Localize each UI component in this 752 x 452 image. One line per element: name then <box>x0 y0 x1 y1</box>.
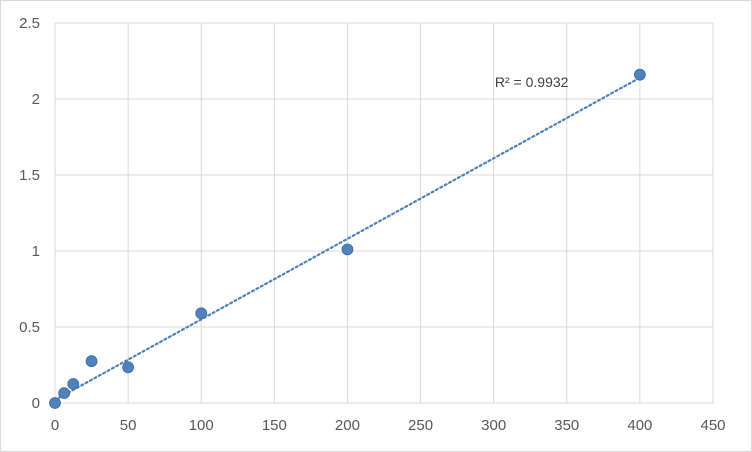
trendline <box>53 76 641 402</box>
x-tick-label: 350 <box>554 417 579 434</box>
x-tick-label: 250 <box>408 417 433 434</box>
x-axis-tick-labels: 0 50 100 150 200 250 300 350 400 450 <box>51 417 726 434</box>
r-squared-label: R² = 0.9932 <box>495 74 569 90</box>
x-tick-label: 100 <box>189 417 214 434</box>
x-tick-label: 0 <box>51 417 59 434</box>
y-tick-label: 0 <box>32 395 40 412</box>
data-point <box>58 387 71 400</box>
y-tick-label: 1 <box>32 243 40 260</box>
y-axis-tick-labels: 0 0.5 1 1.5 2 2.5 <box>19 15 40 412</box>
x-tick-label: 150 <box>262 417 287 434</box>
y-tick-label: 2.5 <box>19 15 40 32</box>
y-tick-label: 1.5 <box>19 167 40 184</box>
data-point <box>341 243 354 256</box>
x-tick-label: 200 <box>335 417 360 434</box>
x-tick-label: 300 <box>481 417 506 434</box>
data-point <box>85 355 98 368</box>
data-points <box>49 68 646 409</box>
data-point <box>122 361 135 374</box>
x-tick-label: 450 <box>700 417 725 434</box>
data-point <box>195 307 208 320</box>
data-point <box>633 68 646 81</box>
data-point <box>49 397 61 409</box>
y-tick-label: 0.5 <box>19 319 40 336</box>
data-point <box>67 378 80 390</box>
grid-lines <box>54 22 714 404</box>
x-tick-label: 50 <box>120 417 137 434</box>
y-tick-label: 2 <box>32 91 40 108</box>
x-tick-label: 400 <box>627 417 652 434</box>
trendline-group <box>53 76 641 402</box>
